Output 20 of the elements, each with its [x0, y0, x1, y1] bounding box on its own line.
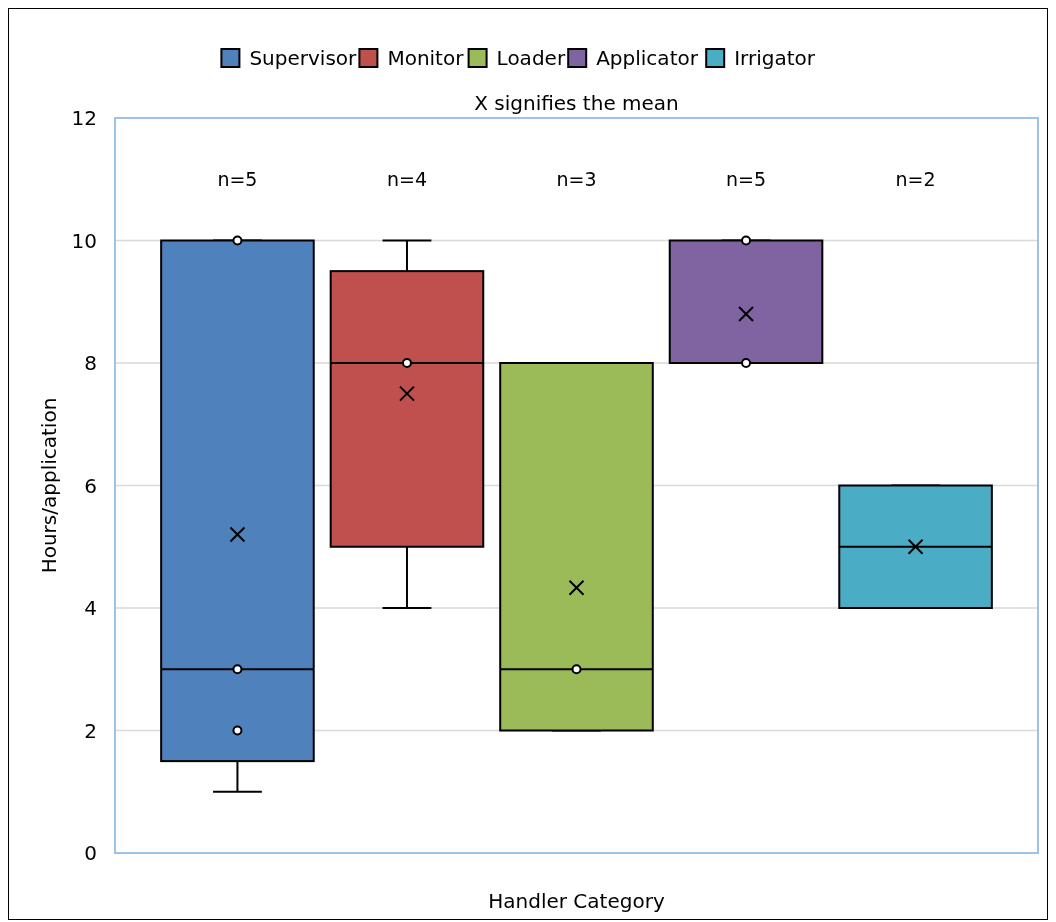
y-tick-label: 0	[84, 841, 97, 865]
annotation: n=3	[556, 167, 597, 190]
y-tick-label: 8	[84, 351, 97, 375]
annotation: n=2	[895, 167, 936, 190]
y-tick-label: 10	[71, 228, 97, 253]
y-tick-label: 12	[71, 106, 97, 130]
legend-label: Loader	[496, 46, 566, 70]
text: X signifies the mean	[474, 91, 679, 115]
legend-label: Applicator	[596, 46, 699, 70]
annotation: n=4	[386, 167, 427, 190]
y-tick-label: 2	[84, 718, 97, 743]
x-axis-title: Handler Category	[488, 889, 665, 913]
annotation: n=5	[217, 167, 258, 190]
legend-label: Irrigator	[734, 46, 816, 70]
y-tick-label: 4	[84, 596, 97, 620]
annotation: n=5	[726, 167, 767, 190]
y-axis-title: Hours/application	[37, 397, 61, 574]
y-tick-label: 6	[84, 473, 97, 498]
legend-label: Monitor	[387, 46, 465, 70]
legend-label: Supervisor	[249, 46, 358, 70]
